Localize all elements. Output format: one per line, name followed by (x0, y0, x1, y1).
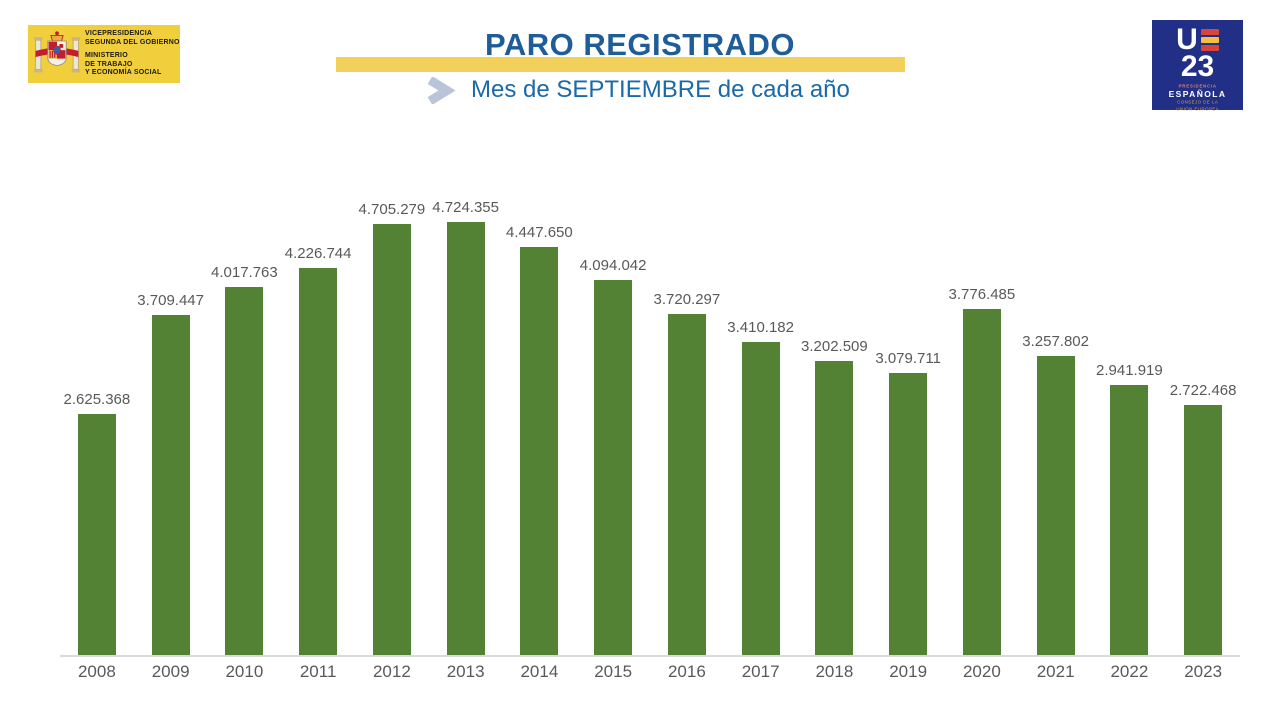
axis-label-2010: 2010 (225, 662, 264, 681)
bar-value-label-2012: 4.705.279 (358, 201, 426, 218)
bar-column-2021: 3.257.802 (1019, 333, 1093, 655)
bar-2011 (299, 268, 338, 655)
ministry-logo: VICEPRESIDENCIA SEGUNDA DEL GOBIERNO MIN… (28, 25, 180, 83)
bar-column-2016: 3.720.297 (650, 291, 724, 655)
axis-label-2017: 2017 (741, 662, 780, 681)
eu-logo-number-23: 23 (1180, 50, 1215, 83)
bar-column-2018: 3.202.509 (798, 338, 872, 655)
bar-column-2012: 4.705.279 (355, 201, 429, 655)
bar-value-label-2013: 4.724.355 (432, 199, 499, 216)
x-axis-labels: 2008 2009 2010 2011 2012 2013 2014 2015 2016 2017… (60, 662, 1240, 682)
bar-value-label-2018: 3.202.509 (801, 338, 868, 355)
eu-logo-letter-u: U (1176, 23, 1198, 56)
axis-label-2008: 2008 (77, 662, 116, 681)
axis-label-2019: 2019 (889, 662, 928, 681)
spain-coat-of-arms-icon (34, 31, 80, 73)
bar-value-label-2016: 3.720.297 (653, 291, 721, 308)
bar-column-2008: 2.625.368 (60, 391, 134, 655)
page-subtitle: Mes de SEPTIEMBRE de cada año (471, 76, 850, 103)
ministry-dept-line-2: SEGUNDA DEL GOBIERNO (85, 38, 180, 46)
bar-column-2017: 3.410.182 (724, 319, 798, 655)
ministry-name-line-3: Y ECONOMÍA SOCIAL (85, 69, 162, 77)
ministry-name-line-2: DE TRABAJO (85, 60, 133, 68)
eu-logo-union-text: UNIÓN EUROPEA (1176, 107, 1219, 113)
bar-column-2013: 4.724.355 (429, 199, 503, 655)
bar-value-label-2009: 3.709.447 (137, 292, 204, 309)
bar-value-label-2020: 3.776.485 (948, 286, 1016, 303)
bar-column-2015: 4.094.042 (576, 257, 650, 655)
eu-logo-presidencia-text: PRESIDENCIA (1178, 84, 1217, 90)
bar-2008 (77, 414, 116, 655)
axis-label-2012: 2012 (372, 662, 411, 681)
title-highlight-band (336, 57, 905, 72)
bar-value-label-2017: 3.410.182 (727, 319, 794, 336)
bar-value-label-2008: 2.625.368 (63, 391, 131, 408)
bar-column-2022: 2.941.919 (1093, 362, 1167, 655)
axis-label-2022: 2022 (1110, 662, 1149, 681)
axis-label-2013: 2013 (446, 662, 485, 681)
bar-2013 (446, 222, 485, 655)
bar-value-label-2022: 2.941.919 (1096, 362, 1163, 379)
eu-logo-espanola-text: ESPAÑOLA (1168, 89, 1227, 99)
axis-label-2011: 2011 (299, 662, 337, 681)
bar-value-label-2014: 4.447.650 (506, 224, 573, 241)
bar-2021 (1036, 356, 1075, 655)
bar-column-2020: 3.776.485 (945, 286, 1019, 655)
bar-column-2009: 3.709.447 (134, 292, 208, 655)
bar-column-2019: 3.079.711 (871, 350, 945, 655)
eu-presidency-logo: U 23 PRESIDENCIA ESPAÑOLA CONSEJO DE LA … (1152, 20, 1243, 113)
bar-value-label-2011: 4.226.744 (284, 245, 352, 262)
x-axis-line (60, 655, 1240, 657)
ministry-dept-line-1: VICEPRESIDENCIA (85, 30, 153, 38)
axis-label-2015: 2015 (594, 662, 633, 681)
bar-column-2023: 2.722.468 (1166, 382, 1240, 655)
bar-chart: 2.625.368 3.709.447 4.017.763 4.226.744 4.70… (60, 199, 1240, 682)
bar-2016 (667, 314, 706, 655)
eu-logo-letter-e-flag-icon (1200, 29, 1219, 51)
axis-label-2009: 2009 (151, 662, 190, 681)
chart-plot-area: 2.625.368 3.709.447 4.017.763 4.226.744 4.70… (60, 199, 1240, 655)
axis-label-2016: 2016 (667, 662, 706, 681)
chevron-right-icon (427, 76, 456, 104)
bar-value-label-2015: 4.094.042 (579, 257, 647, 274)
ministry-name-line-1: MINISTERIO (85, 52, 128, 60)
bar-column-2014: 4.447.650 (503, 224, 577, 655)
axis-label-2021: 2021 (1036, 662, 1075, 681)
bar-value-label-2023: 2.722.468 (1169, 382, 1237, 399)
axis-label-2018: 2018 (815, 662, 854, 681)
bar-2015 (594, 280, 633, 655)
bar-2010 (225, 287, 264, 655)
bar-2022 (1110, 385, 1149, 655)
bar-2018 (815, 361, 854, 655)
bar-2023 (1184, 405, 1223, 655)
axis-label-2020: 2020 (962, 662, 1001, 681)
eu-logo-consejo-text: CONSEJO DE LA (1176, 100, 1219, 106)
bar-2019 (889, 373, 928, 655)
bar-column-2011: 4.226.744 (281, 245, 355, 655)
bar-2014 (520, 247, 559, 655)
axis-label-2023: 2023 (1184, 662, 1223, 681)
bar-value-label-2019: 3.079.711 (875, 350, 941, 367)
bar-2012 (372, 224, 411, 655)
bar-2020 (962, 309, 1001, 655)
axis-label-2014: 2014 (520, 662, 559, 681)
bar-2009 (151, 315, 190, 655)
bar-value-label-2021: 3.257.802 (1022, 333, 1089, 350)
bar-value-label-2010: 4.017.763 (211, 264, 278, 281)
bar-column-2010: 4.017.763 (208, 264, 282, 655)
page-title: PARO REGISTRADO (484, 27, 796, 62)
bar-2017 (741, 342, 780, 655)
